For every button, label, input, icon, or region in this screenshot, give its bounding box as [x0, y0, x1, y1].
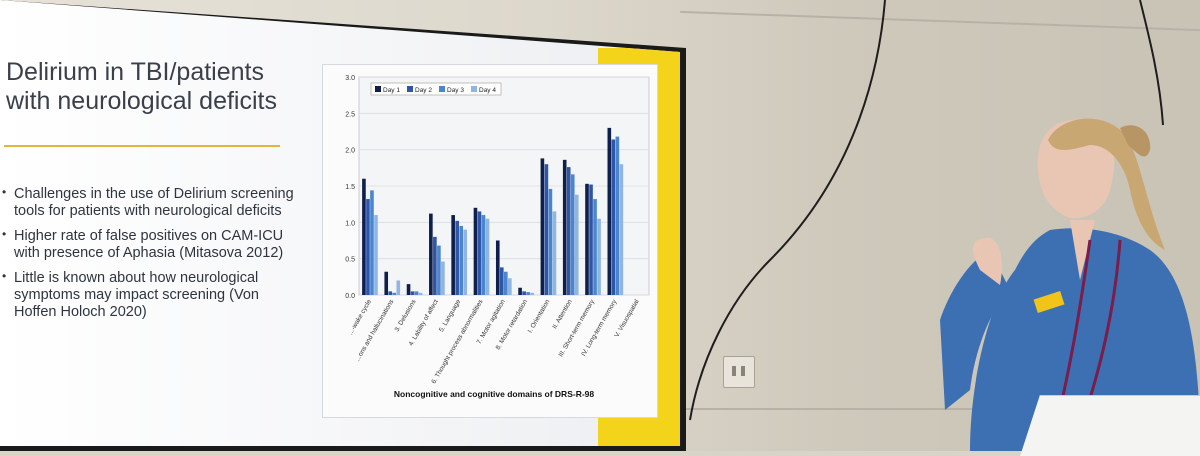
legend-swatch: [471, 86, 477, 92]
bar: [410, 291, 415, 295]
bar: [370, 190, 374, 295]
bar: [597, 218, 601, 295]
x-tick-label: 5. Language: [438, 298, 462, 333]
bullet-item: Challenges in the use of Delirium screen…: [0, 184, 300, 220]
bar: [463, 229, 468, 295]
legend-swatch: [375, 86, 381, 92]
bar: [570, 174, 575, 295]
bar-chart: 0.0 0.5 1.0 1.5 2.0 2.5 3.0 Day 1 Day 2 Day 3 Day …: [345, 75, 650, 399]
bar: [607, 127, 612, 295]
legend-label: Day 4: [479, 87, 496, 94]
bar: [585, 183, 589, 295]
bar: [473, 207, 478, 295]
x-tick-label: ...-wake cycle: [347, 298, 373, 336]
bar: [562, 159, 567, 295]
x-tick-label: I. Orientation: [527, 298, 552, 334]
bar: [418, 292, 423, 295]
x-tick-label: ...ons and hallucinations: [354, 298, 395, 363]
legend-label: Day 1: [383, 87, 400, 94]
bar: [548, 188, 553, 295]
bar: [477, 211, 482, 295]
legend-label: Day 3: [447, 87, 464, 94]
bar: [499, 267, 504, 295]
bar: [396, 280, 401, 295]
bar: [366, 199, 370, 295]
legend-swatch: [407, 86, 413, 92]
y-tick-label: 0.0: [345, 293, 355, 300]
bar: [429, 213, 433, 295]
bar: [485, 218, 490, 295]
bullet-item: Little is known about how neurological s…: [0, 268, 300, 321]
bar: [433, 236, 437, 295]
bar: [566, 167, 571, 295]
bar: [437, 245, 441, 295]
x-axis-label: Noncognitive and cognitive domains of DR…: [394, 389, 595, 399]
bar: [481, 215, 486, 295]
bar: [414, 291, 419, 295]
y-tick-label: 1.5: [345, 184, 355, 191]
bar: [388, 291, 393, 295]
chart-panel: 0.0 0.5 1.0 1.5 2.0 2.5 3.0 Day 1 Day 2 Day 3 Day …: [322, 64, 658, 418]
bar: [384, 271, 389, 295]
bar: [508, 278, 512, 295]
x-tick-label: V. Visuospatial: [613, 298, 640, 339]
slide-title: Delirium in TBI/patients with neurologic…: [6, 58, 277, 115]
bar: [374, 215, 378, 295]
bar: [574, 194, 579, 295]
bar: [611, 139, 616, 295]
legend-label: Day 2: [415, 87, 432, 94]
bar: [406, 284, 411, 295]
bar: [441, 261, 445, 295]
podium: [1020, 395, 1200, 456]
bullet-list: Challenges in the use of Delirium screen…: [0, 184, 300, 329]
y-tick-label: 3.0: [345, 75, 355, 82]
bar: [518, 287, 522, 295]
y-tick-label: 1.0: [345, 220, 355, 227]
bullet-item: Higher rate of false positives on CAM-IC…: [0, 226, 300, 262]
x-tick-label: 3. Delusions: [394, 298, 418, 333]
bar: [589, 184, 593, 295]
x-tick-label: II. Attention: [551, 298, 574, 330]
wall-seam-lower: [680, 408, 1200, 410]
bar: [459, 225, 463, 295]
bar: [504, 271, 508, 295]
wall-socket: [723, 356, 755, 388]
y-tick-label: 2.5: [345, 111, 355, 118]
bar: [495, 240, 500, 295]
bar: [526, 292, 530, 295]
bar: [552, 211, 557, 295]
bar: [455, 220, 459, 295]
presentation-slide: Delirium in TBI/patients with neurologic…: [0, 0, 680, 446]
bar: [522, 291, 526, 295]
bar: [530, 292, 534, 295]
bar: [615, 136, 620, 295]
title-underline: [4, 145, 280, 147]
y-tick-label: 0.5: [345, 257, 355, 264]
legend: [370, 82, 502, 96]
bar: [619, 164, 624, 295]
bar: [593, 199, 597, 295]
bar: [451, 215, 455, 295]
bar: [392, 292, 397, 295]
y-tick-label: 2.0: [345, 148, 355, 155]
bar: [544, 164, 549, 295]
legend-swatch: [439, 86, 445, 92]
bar: [540, 158, 545, 295]
bar: [362, 178, 366, 295]
